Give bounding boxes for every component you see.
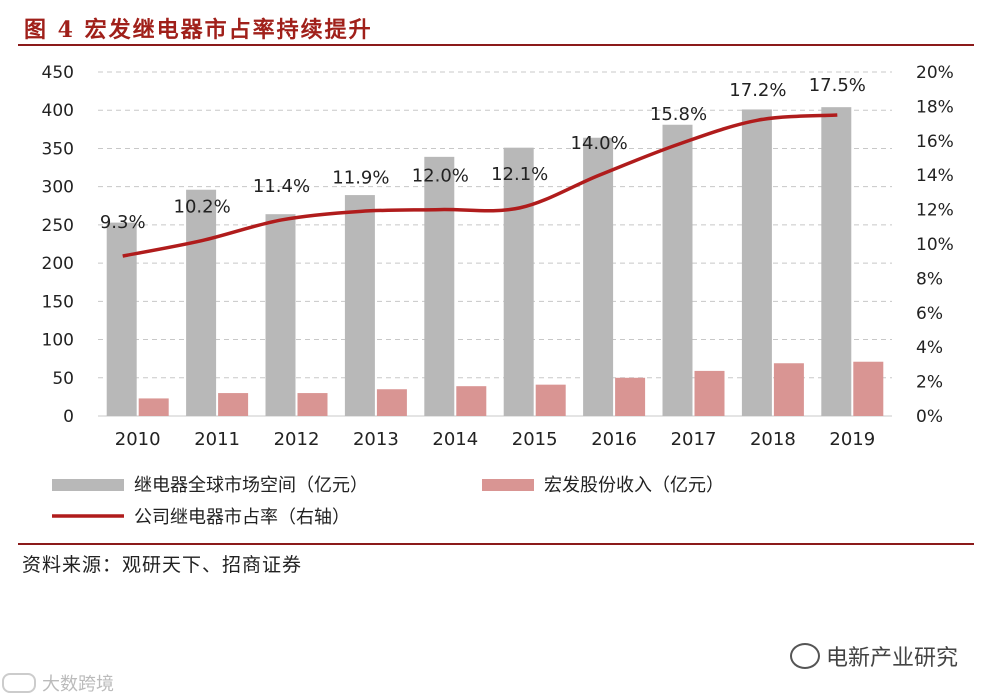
bar-hongfa-revenue [615,377,646,416]
bar-market-size [344,195,375,416]
bar-hongfa-revenue [535,384,566,416]
bar-hongfa-revenue [456,386,487,416]
watermark-left-text: 大数跨境 [42,674,114,695]
data-label-share: 17.2% [729,80,786,101]
x-tick-label: 2010 [115,429,161,450]
data-label-share: 17.5% [809,75,866,96]
bar-hongfa-revenue [138,398,169,416]
bar-hongfa-revenue [218,393,249,416]
data-label-share: 11.9% [332,167,389,188]
bar-market-size [662,124,693,416]
x-tick-label: 2018 [750,429,796,450]
y-left-tick-label: 150 [42,292,74,312]
divider [18,543,974,545]
x-tick-label: 2015 [512,429,558,450]
watermark-right-text: 电新产业研究 [826,646,959,671]
y-right-tick-label: 18% [916,97,954,117]
data-label-share: 12.1% [491,164,548,185]
bar-hongfa-revenue [297,393,328,416]
combo-chart: 0 50 100 150 200 250 300 350 400 450 0% 2% 4% 6% 8% 10%… [42,63,954,528]
y-right-tick-label: 6% [916,304,943,324]
data-label-share: 9.3% [100,212,146,233]
y-left-tick-label: 350 [42,139,74,159]
y-right-tick-label: 8% [916,269,943,289]
bar-hongfa-revenue [376,389,407,416]
x-tick-label: 2014 [432,429,478,450]
y-right-tick-label: 12% [916,201,954,221]
bar-market-size [265,214,296,416]
x-tick-label: 2017 [671,429,717,450]
y-left-tick-label: 450 [42,63,74,83]
bar-hongfa-revenue [853,361,884,416]
legend-swatch-market [52,479,124,491]
watermark-left: 大数跨境 [2,670,114,696]
bar-market-size [503,147,534,416]
y-right-tick-label: 10% [916,235,954,255]
y-left-tick-label: 200 [42,254,74,274]
bar-hongfa-revenue [773,363,804,416]
legend-label-revenue: 宏发股份收入（亿元） [544,475,724,496]
y-left-tick-label: 250 [42,216,74,236]
bar-market-size [424,156,455,416]
bar-market-size [821,107,852,417]
data-label-share: 11.4% [253,176,310,197]
bar-market-size [741,109,772,417]
chat-bubble-icon [2,673,36,693]
bar-market-size [186,189,217,416]
y-right-tick-label: 20% [916,63,954,83]
data-label-share: 12.0% [412,166,469,187]
bar-hongfa-revenue [694,370,725,416]
y-right-tick-label: 14% [916,166,954,186]
legend-label-market: 继电器全球市场空间（亿元） [134,475,368,496]
bar-market-size [106,222,137,416]
data-label-share: 15.8% [650,104,707,125]
figure-title: 图 4 宏发继电器市占率持续提升 [24,17,373,43]
x-tick-label: 2011 [194,429,240,450]
y-right-tick-label: 16% [916,132,954,152]
wechat-icon [790,643,820,669]
y-right-tick-label: 2% [916,373,943,393]
bar-market-size [583,137,614,416]
y-left-tick-label: 300 [42,178,74,198]
x-tick-label: 2013 [353,429,399,450]
y-left-tick-label: 0 [63,407,74,427]
source-note: 资料来源：观研天下、招商证券 [22,554,303,576]
legend-label-share: 公司继电器市占率（右轴） [134,507,350,528]
y-right-tick-label: 4% [916,338,943,358]
y-right-tick-label: 0% [916,407,943,427]
x-tick-label: 2016 [591,429,637,450]
x-tick-label: 2019 [829,429,875,450]
y-left-tick-label: 400 [42,101,74,121]
data-label-share: 10.2% [174,197,231,218]
x-tick-label: 2012 [274,429,320,450]
data-label-share: 14.0% [571,133,628,154]
legend-swatch-revenue [482,479,534,491]
line-market-share [122,113,838,258]
y-left-tick-label: 50 [52,369,74,389]
y-left-tick-label: 100 [42,331,74,351]
title-bar: 图 4 宏发继电器市占率持续提升 [18,10,974,46]
watermark-right: 电新产业研究 [790,640,958,672]
